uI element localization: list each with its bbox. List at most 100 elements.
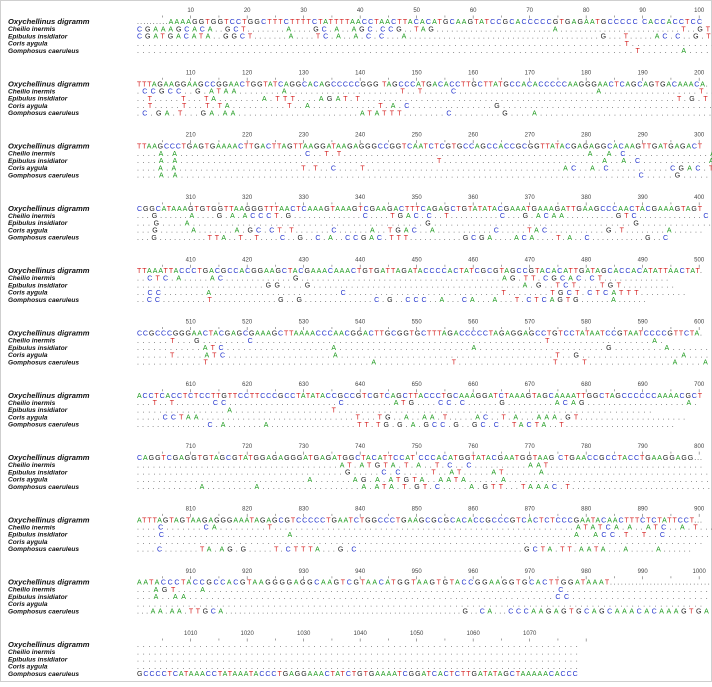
base-run: GG [397,330,409,337]
base-run: AAA [335,206,351,213]
base-run: GGG [245,206,263,213]
base-run: A [622,455,627,462]
base-run: A [627,524,632,531]
base-run: A [315,546,320,553]
base-run: A [523,330,528,337]
base-run: A [353,143,358,150]
base-run: . [382,297,384,304]
species-name: Cheilio inermis [8,151,56,158]
base-run: TT [244,143,254,150]
base-run: G [425,220,430,227]
base-run: ....................................... [341,352,552,359]
base-run: AAA [658,206,674,213]
base-run: A [681,48,686,55]
base-run: GG [502,580,515,587]
base-run: GG [342,455,354,462]
ruler-label: 920 [242,569,253,575]
base-run: T [471,455,476,462]
base-run: G [667,330,672,337]
base-run: C [438,81,443,88]
base-run: A [560,143,565,150]
base-run: T [499,469,504,476]
ruler-label: 700 [694,382,705,388]
base-run: T [277,227,282,234]
base-run: C [163,275,168,282]
base-run: G [668,143,673,150]
base-run: T [620,227,625,234]
base-run: G [324,206,329,213]
base-run: ........................................… [209,587,555,594]
base-run: T [581,580,586,587]
base-run: C [589,275,594,282]
base-run: CCC [405,297,426,304]
base-run: T [605,580,610,587]
base-run: T [547,330,552,337]
base-run: C [369,330,374,337]
sequence-row: .... C....... T A. A G. G..... T. C TTT A... G. C...… [137,546,691,553]
base-run: TT [250,393,260,400]
base-run: A [268,81,273,88]
base-run: A [335,671,340,678]
base-run: G [180,517,185,524]
base-run: CCC [398,81,415,88]
base-run: C [500,213,505,220]
base-run: A [266,517,271,524]
sequence-row: ............ A......... A.................… [137,484,712,491]
base-run: ..... [630,33,652,40]
ruler-label: 580 [581,320,592,326]
ruler-label: 250 [412,133,423,139]
base-run: A [243,455,248,462]
base-run: A [223,671,228,678]
base-run: A [505,330,510,337]
base-run: C [266,143,271,150]
base-run: C [346,671,351,678]
base-run: G [137,671,142,678]
ruler-label: 510 [186,320,197,326]
base-run: . [375,26,377,33]
species-name: Oxychellinus digramm [8,453,90,462]
base-run: T [168,671,173,678]
base-run: ....... [228,422,260,429]
base-run: T [364,671,369,678]
base-run: C [269,227,274,234]
base-run: T [388,227,393,234]
base-run: C [544,213,549,220]
base-run: G [221,393,226,400]
base-run: CC [504,143,515,150]
base-run: C [487,268,492,275]
base-run: T [591,268,596,275]
base-run: C [184,33,189,40]
base-run: A [523,283,528,290]
base-run: A [289,33,294,40]
ruler-label: 180 [581,70,592,76]
base-run: T [698,206,703,213]
base-run: ........................................… [362,96,673,103]
base-run: A [653,268,658,275]
base-run: A [388,477,393,484]
base-run: T [206,206,211,213]
base-run: ................. [272,422,355,429]
base-run: A [402,33,407,40]
base-run: C [635,158,640,165]
base-run: T [437,580,442,587]
base-run: G [660,81,665,88]
base-run: ................................. [359,546,521,553]
base-run: A [193,143,198,150]
base-run: C [278,81,283,88]
base-run: AA [334,330,345,337]
base-run: A [610,393,615,400]
base-run: G [145,26,150,33]
base-run: G [482,484,487,491]
base-run: C [442,455,447,462]
base-run: A [488,671,493,678]
base-run: T [246,81,251,88]
base-run: ..... [502,227,524,234]
base-run: A [528,517,533,524]
species-name: Epibulus insidiator [8,407,68,414]
ruler-label: 490 [638,257,649,263]
base-run: A [536,580,541,587]
base-run: A [640,206,645,213]
base-run: A [301,393,306,400]
base-run: AAA [189,671,205,678]
base-run: A [254,671,259,678]
